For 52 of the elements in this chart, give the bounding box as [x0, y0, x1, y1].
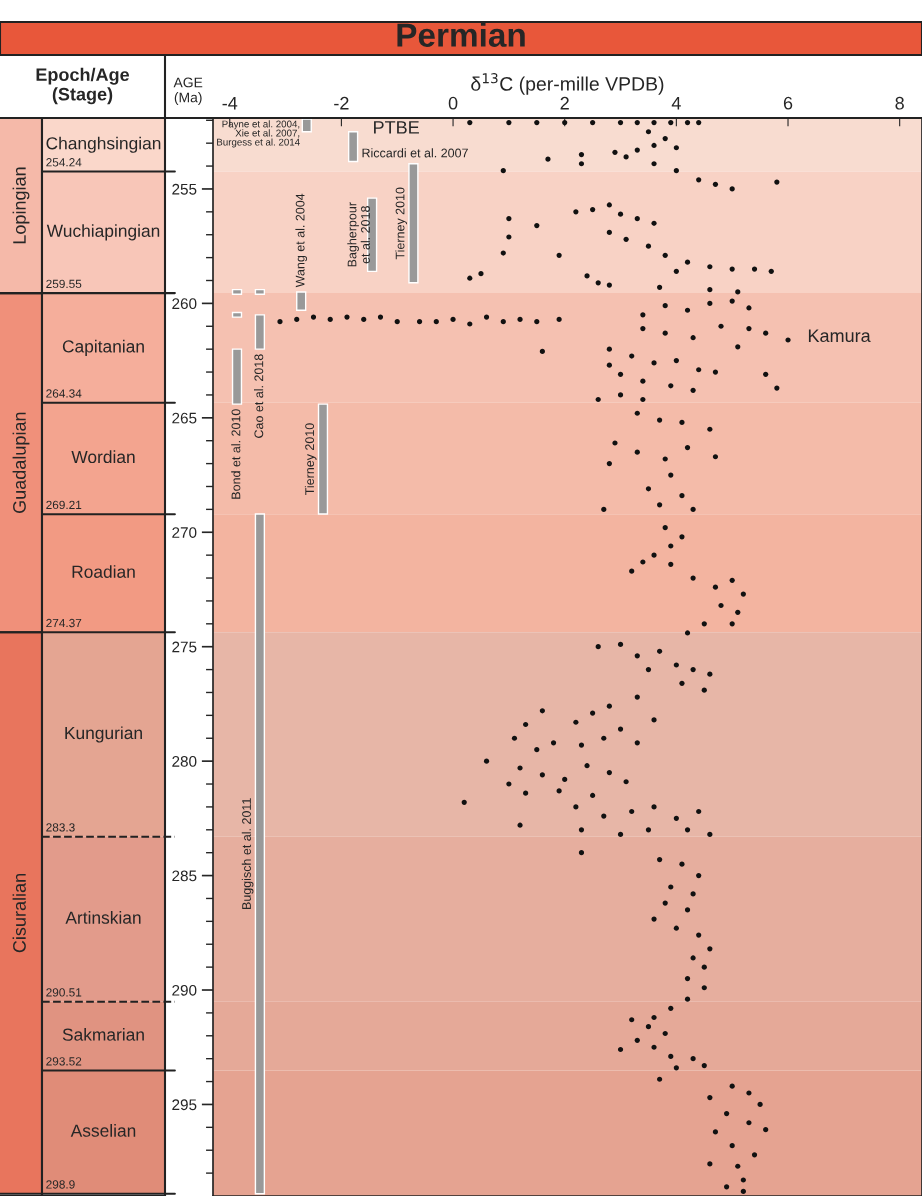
y-tick-label: 260 — [172, 298, 197, 310]
ref-line-label: 298.9 — [46, 1180, 75, 1189]
chart-title: Epoch/Age (Stage) — [36, 67, 130, 105]
x-tick-label: 8 — [895, 96, 904, 110]
y-tick-label: 270 — [172, 527, 197, 538]
text: Tierney 2010 — [395, 187, 407, 260]
series-label: Lopingian — [12, 167, 30, 244]
y-tick-label: 265 — [172, 412, 197, 424]
x-tick-label: -2 — [334, 96, 349, 110]
y-tick-label: 275 — [172, 641, 197, 653]
series-label: Roadian — [72, 565, 135, 578]
text: Tierney 2010 — [304, 423, 317, 495]
series-label: Guadalupian — [12, 412, 30, 513]
y-tick-label: 295 — [172, 1099, 197, 1111]
series-label: Capitanian — [62, 339, 144, 356]
y-tick-label: 280 — [172, 756, 197, 767]
x-tick-label: 0 — [448, 96, 458, 110]
y-tick-label: 285 — [172, 870, 197, 882]
text: Bagherpour et al. 2018 — [347, 202, 370, 267]
series-label: Riccardi et al. 2007 — [362, 148, 468, 158]
series-label: Wuchiapingian — [46, 224, 160, 241]
annotation: PTBE — [374, 121, 419, 134]
series-label: Asselian — [70, 1124, 136, 1137]
y-tick-label: 290 — [172, 984, 197, 996]
ref-line-label: 269.21 — [46, 500, 82, 510]
series-label: Kungurian — [65, 726, 142, 743]
x-tick-label: 2 — [560, 96, 569, 110]
text: Buggisch et al. 2011 — [241, 798, 254, 909]
ref-line-label: 254.24 — [46, 158, 82, 167]
series-label: Payne et al. 2004, Xie et al. 2007, Burgess et al. 2014 — [217, 120, 300, 148]
ref-line-label: 259.55 — [46, 279, 82, 289]
y-tick-label: 255 — [172, 183, 197, 195]
text: Cao et al. 2018 — [254, 354, 264, 438]
x-tick-label: 6 — [783, 96, 793, 110]
y-axis-title: AGE (Ma) — [173, 77, 203, 106]
series-label: Artinskian — [65, 911, 141, 924]
ref-line-label: 264.34 — [46, 389, 82, 398]
x-tick-label: 4 — [671, 96, 681, 110]
series-label: Sakmarian — [62, 1028, 144, 1041]
ref-line-label: 274.37 — [46, 618, 82, 628]
x-tick-label: -4 — [222, 96, 238, 110]
annotation: Kamura — [808, 329, 871, 343]
ref-line-label: 290.51 — [46, 988, 82, 997]
ref-line-label: 283.3 — [46, 823, 75, 832]
chart-title: Permian — [397, 22, 525, 47]
text: Wang et al. 2004 — [295, 193, 308, 288]
x-axis-title: δ$^{13}$C (per-mille VPDB) — [471, 73, 664, 95]
series-label: Changhsingian — [46, 136, 161, 153]
series-label: Wordian — [71, 450, 135, 464]
series-label: Cisuralian — [12, 874, 26, 953]
ref-line-label: 293.52 — [46, 1057, 82, 1066]
text: Bond et al. 2010 — [231, 409, 241, 499]
